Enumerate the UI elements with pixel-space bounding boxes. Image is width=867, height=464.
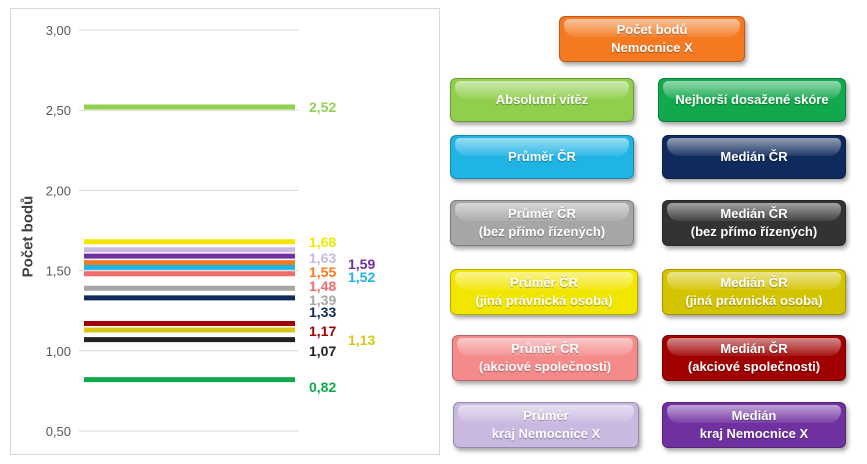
- legend-button-prumer-cr-jina-pravnicka-osoba[interactable]: Průměr ČR (jiná právnická osoba): [450, 269, 638, 315]
- y-tick-label: 2,00: [46, 183, 71, 198]
- legend-button-label: Medián ČR (akciové společnosti): [687, 341, 821, 374]
- legend-button-label: Medián ČR (bez přímo řízených): [690, 206, 818, 239]
- data-label: 1,68: [309, 234, 336, 250]
- data-label: 1,63: [309, 250, 336, 266]
- y-tick-label: 0,50: [46, 424, 71, 439]
- data-label: 1,59: [348, 256, 375, 272]
- y-tick-label: 1,50: [46, 264, 71, 279]
- legend-button-label: Průměr kraj Nemocnice X: [491, 408, 601, 441]
- legend-button-label: Průměr ČR (bez přímo řízených): [478, 206, 606, 239]
- legend-button-prumer-cr-akciove-spolecnosti[interactable]: Průměr ČR (akciové společnosti): [452, 335, 638, 381]
- data-label: 1,52: [348, 269, 375, 285]
- data-label: 1,33: [309, 304, 336, 320]
- data-label: 1,13: [348, 332, 375, 348]
- plot-area: 0,50 1,00 1,50 2,00 2,50 3,00 2,52 1,68 1,63 1,59…: [10, 8, 440, 455]
- legend-button-absolutni-vitez[interactable]: Absolutní vítěz: [450, 78, 634, 122]
- legend-button-label: Průměr ČR (akciové společnosti): [478, 341, 612, 374]
- legend-button-median-cr[interactable]: Medián ČR: [662, 135, 846, 179]
- data-label: 1,39: [309, 292, 336, 308]
- legend-button-nejhorsi-skore[interactable]: Nejhorší dosažené skóre: [658, 78, 846, 122]
- legend-button-label: Absolutní vítěz: [495, 92, 589, 107]
- legend-button-label: Medián ČR: [720, 149, 788, 164]
- legend-button-label: Medián kraj Nemocnice X: [699, 408, 809, 441]
- chart: 0,50 1,00 1,50 2,00 2,50 3,00 2,52 1,681,63 1,59…: [46, 23, 376, 439]
- y-tick-label: 2,50: [46, 103, 71, 118]
- y-tick-label: 3,00: [46, 23, 71, 38]
- legend-button-pocet-bodu-nemocnice-x[interactable]: Počet bodů Nemocnice X: [559, 16, 745, 62]
- legend-button-label: Průměr ČR (jiná právnická osoba): [475, 275, 613, 308]
- legend-button-label: Medián ČR (jiná právnická osoba): [685, 275, 823, 308]
- legend-button-median-cr-akciove-spolecnosti[interactable]: Medián ČR (akciové společnosti): [662, 335, 846, 381]
- legend-button-label: Nejhorší dosažené skóre: [675, 92, 829, 107]
- legend-button-prumer-cr-bez-primo-rizenych[interactable]: Průměr ČR (bez přímo řízených): [450, 200, 634, 246]
- data-label: 2,52: [309, 99, 336, 115]
- legend-button-median-kraj-nemocnice-x[interactable]: Medián kraj Nemocnice X: [662, 402, 846, 448]
- y-axis-label: Počet bodů: [19, 195, 37, 278]
- legend-button-label: Průměr ČR: [508, 149, 576, 164]
- data-label: 1,07: [309, 343, 336, 359]
- legend-button-prumer-cr[interactable]: Průměr ČR: [450, 135, 634, 179]
- legend-button-label: Počet bodů Nemocnice X: [611, 22, 693, 55]
- legend-button-median-cr-bez-primo-rizenych[interactable]: Medián ČR (bez přímo řízených): [662, 200, 846, 246]
- legend-button-prumer-kraj-nemocnice-x[interactable]: Průměr kraj Nemocnice X: [453, 402, 639, 448]
- data-label: 1,55: [309, 264, 336, 280]
- data-label: 1,17: [309, 323, 336, 339]
- data-label: 1,48: [309, 278, 336, 294]
- legend-button-median-cr-jina-pravnicka-osoba[interactable]: Medián ČR (jiná právnická osoba): [662, 269, 846, 315]
- y-tick-label: 1,00: [46, 344, 71, 359]
- data-label: 0,82: [309, 379, 336, 395]
